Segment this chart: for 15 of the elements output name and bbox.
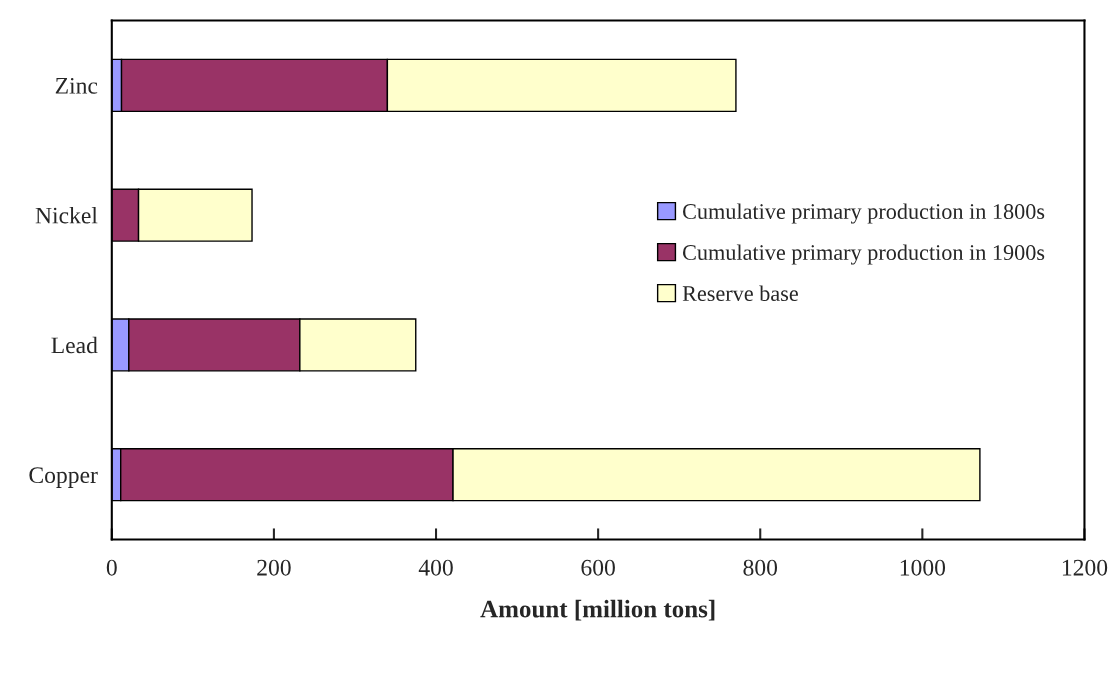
x-tick-label: 400 [418, 559, 453, 576]
x-tick-label: 600 [581, 559, 615, 576]
y-tick-label: Copper [29, 467, 98, 488]
x-tick-label: 1200 [1062, 559, 1108, 576]
y-tick-label: Lead [51, 336, 98, 354]
x-tick-label: 0 [106, 559, 117, 576]
legend-label: Reserve base [682, 285, 798, 302]
x-tick-label: 200 [257, 559, 291, 576]
y-tick-label: Zinc [55, 77, 98, 94]
legend-label: Cumulative primary production in 1800s [683, 203, 1045, 224]
legend-label: Cumulative primary production in 1900s [683, 244, 1045, 265]
x-tick-label: 1000 [900, 559, 946, 576]
y-tick-label: Nickel [35, 206, 98, 224]
x-tick-label: 800 [743, 559, 778, 576]
x-axis-title: Amount [million tons] [480, 599, 715, 621]
